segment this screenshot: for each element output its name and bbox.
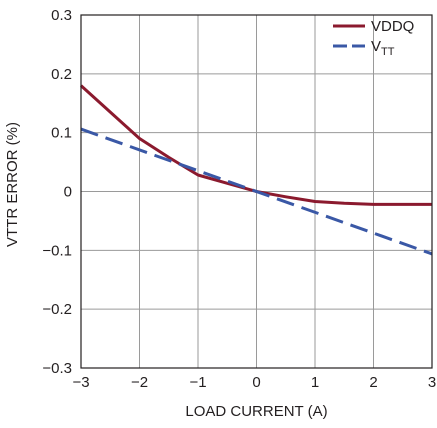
x-axis-title: LOAD CURRENT (A) <box>185 403 327 420</box>
series-layer <box>79 84 433 256</box>
x-tick-label: −3 <box>72 374 89 391</box>
x-axis-ticks: −3 −2 −1 0 1 2 3 <box>72 374 436 391</box>
y-axis-ticks: 0.3 0.2 0.1 0 −0.1 −0.2 −0.3 <box>42 7 72 377</box>
y-tick-label: −0.3 <box>42 360 72 377</box>
legend-label-vtt: VTT <box>371 38 395 58</box>
plot-frame <box>80 14 433 369</box>
x-tick-label: −1 <box>189 374 206 391</box>
y-tick-label: −0.2 <box>42 301 72 318</box>
series-line-vtt <box>80 127 433 256</box>
y-tick-label: 0.3 <box>51 7 72 24</box>
y-tick-label: 0.2 <box>51 66 72 83</box>
x-tick-label: 3 <box>428 374 436 391</box>
y-axis-title: VTTR ERROR (%) <box>4 122 21 247</box>
x-tick-label: −2 <box>131 374 148 391</box>
x-tick-label: 2 <box>369 374 377 391</box>
y-tick-label: −0.1 <box>42 242 72 259</box>
x-tick-label: 0 <box>252 374 260 391</box>
legend-label-vddq: VDDQ <box>371 18 414 35</box>
x-tick-label: 1 <box>311 374 319 391</box>
legend: VDDQ VTT <box>333 18 414 58</box>
y-tick-label: 0.1 <box>51 125 72 142</box>
y-tick-label: 0 <box>64 184 72 201</box>
